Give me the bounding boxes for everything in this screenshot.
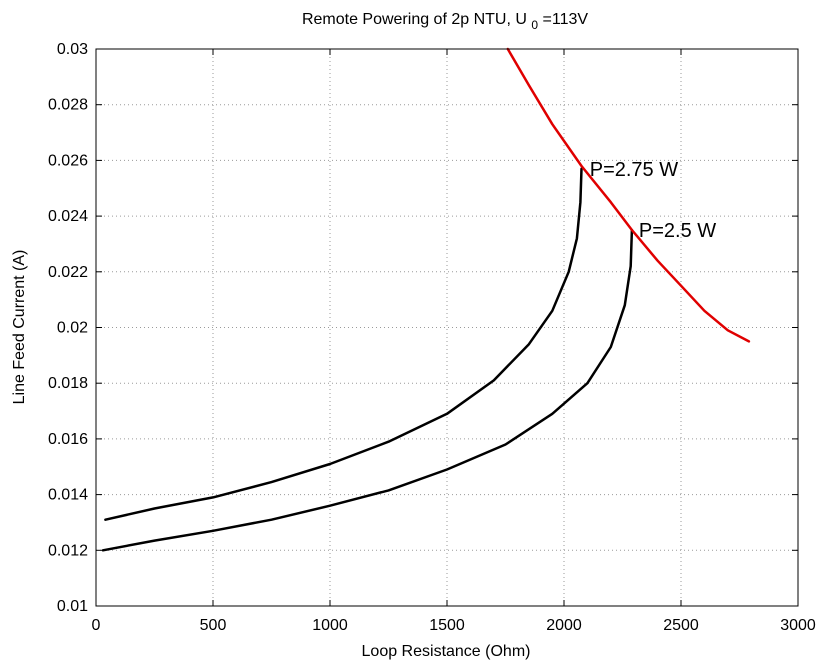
y-tick-label: 0.02	[57, 320, 88, 337]
annotation-label: P=2.5 W	[639, 220, 716, 242]
y-tick-label: 0.014	[48, 487, 88, 504]
x-axis-label: Loop Resistance (Ohm)	[362, 643, 531, 660]
y-tick-label: 0.03	[57, 41, 88, 58]
y-tick-label: 0.026	[48, 152, 88, 169]
x-tick-label: 500	[200, 617, 227, 634]
y-tick-label: 0.016	[48, 431, 88, 448]
grid-lines	[96, 49, 798, 606]
y-tick-label: 0.024	[48, 208, 88, 225]
annotation-label: P=2.75 W	[590, 159, 679, 181]
x-tick-label: 2000	[546, 617, 582, 634]
x-tick-label: 3000	[780, 617, 816, 634]
chart-title-suffix: =113V	[543, 11, 589, 28]
axis-ticks	[95, 48, 799, 607]
series-line-p275	[104, 167, 583, 521]
series-line-boundary	[506, 47, 751, 343]
x-tick-label: 2500	[663, 617, 699, 634]
x-tick-label: 1500	[429, 617, 465, 634]
y-tick-label: 0.028	[48, 97, 88, 114]
y-tick-label: 0.012	[48, 542, 88, 559]
y-tick-label: 0.018	[48, 375, 88, 392]
y-tick-label: 0.01	[57, 598, 88, 615]
x-tick-labels: 0 500 1000 1500 2000 2500 3000	[92, 617, 816, 634]
x-tick-label: 0	[92, 617, 101, 634]
y-tick-label: 0.022	[48, 264, 88, 281]
y-axis-label: Line Feed Current (A)	[11, 250, 28, 405]
chart-title-main: Remote Powering of 2p NTU, U	[302, 11, 527, 28]
chart-title-subscript: 0	[531, 18, 538, 32]
curve-annotations: P=2.75 W P=2.5 W	[590, 159, 717, 242]
chart-title: Remote Powering of 2p NTU, U 0 =113V	[302, 11, 588, 33]
y-tick-labels: 0.01 0.012 0.014 0.016 0.018 0.02 0.022 0.024 0.…	[48, 41, 88, 615]
series-line-p25	[101, 228, 634, 552]
data-series	[101, 47, 751, 552]
x-tick-label: 1000	[312, 617, 348, 634]
